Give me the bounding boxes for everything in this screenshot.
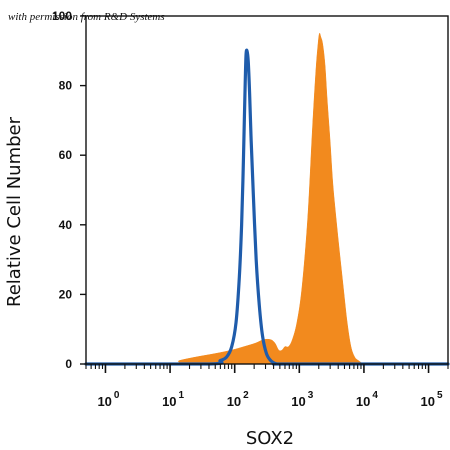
x-tick-label: 10 1 — [162, 390, 184, 409]
y-tick-label: 60 — [59, 148, 73, 162]
x-tick-label: 10 4 — [356, 390, 378, 409]
series-layer — [84, 32, 450, 366]
y-tick-label: 0 — [65, 357, 72, 371]
x-tick-label: 10 3 — [291, 390, 313, 409]
x-tick-label: 10 0 — [97, 390, 119, 409]
y-axis-title: Relative Cell Number — [4, 116, 25, 307]
x-tick-label: 10 2 — [227, 390, 249, 409]
y-tick-label: 40 — [59, 218, 73, 232]
axes-layer — [80, 15, 449, 373]
outline-histogram-series — [84, 48, 450, 366]
filled-histogram-series — [86, 32, 449, 365]
y-tick-label: 100 — [52, 9, 72, 23]
x-tick-label: 10 5 — [421, 390, 443, 409]
y-tick-label: 20 — [59, 287, 73, 301]
x-axis-title: SOX2 — [246, 428, 294, 449]
y-tick-label: 80 — [59, 79, 73, 93]
labels-layer: 0 20 40 60 80 100 10 0 10 1 10 2 10 3 10 4 10 5 — [52, 9, 443, 409]
plot-frame — [85, 15, 449, 365]
